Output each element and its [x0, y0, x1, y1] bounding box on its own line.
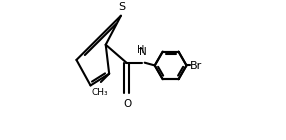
Text: N: N — [139, 47, 147, 57]
Text: H: H — [137, 45, 145, 55]
Text: O: O — [123, 99, 131, 109]
Text: S: S — [119, 2, 126, 12]
Text: Br: Br — [190, 61, 202, 71]
Text: CH₃: CH₃ — [92, 88, 108, 97]
